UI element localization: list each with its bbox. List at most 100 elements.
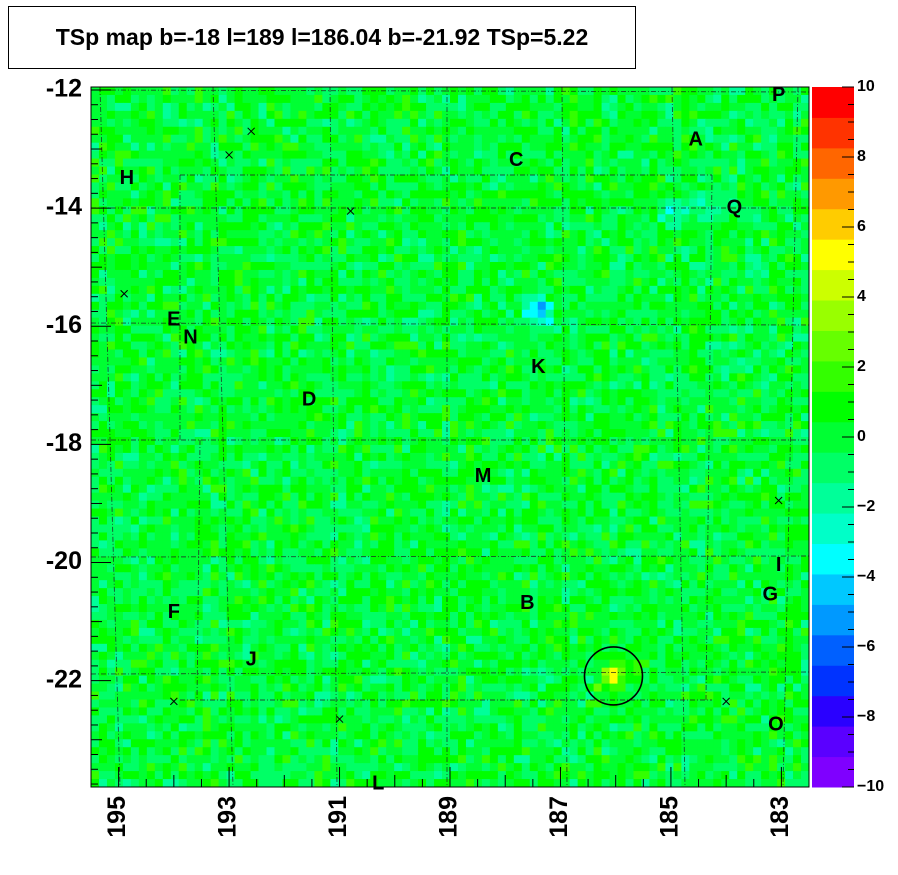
heatmap-cell xyxy=(178,190,188,199)
heatmap-cell xyxy=(465,460,475,470)
heatmap-cell xyxy=(106,492,116,502)
heatmap-cell xyxy=(625,118,635,128)
heatmap-cell xyxy=(505,381,515,390)
heatmap-cell xyxy=(633,198,643,207)
heatmap-cell xyxy=(410,524,419,534)
heatmap-cell xyxy=(737,182,746,191)
heatmap-cell xyxy=(418,405,427,414)
heatmap-cell xyxy=(410,492,419,502)
heatmap-cell xyxy=(218,87,228,96)
heatmap-cell xyxy=(210,198,220,207)
heatmap-cell xyxy=(745,174,754,184)
heatmap-cell xyxy=(513,397,523,406)
heatmap-cell xyxy=(290,309,300,319)
heatmap-cell xyxy=(402,508,411,518)
heatmap-cell xyxy=(130,174,140,184)
heatmap-cell xyxy=(729,166,738,176)
heatmap-cell xyxy=(146,142,156,152)
heatmap-cell xyxy=(569,246,579,255)
heatmap-cell xyxy=(513,190,523,199)
heatmap-cell xyxy=(266,460,276,470)
heatmap-cell xyxy=(737,429,746,438)
heatmap-cell xyxy=(601,333,611,343)
heatmap-cell xyxy=(745,381,754,390)
heatmap-cell xyxy=(338,254,347,263)
heatmap-cell xyxy=(410,301,419,311)
heatmap-cell xyxy=(362,134,371,144)
heatmap-cell xyxy=(434,397,443,406)
heatmap-cell xyxy=(266,102,276,112)
heatmap-cell xyxy=(729,269,738,279)
heatmap-cell xyxy=(386,301,395,311)
heatmap-cell xyxy=(226,166,236,176)
heatmap-cell xyxy=(170,198,180,207)
heatmap-cell xyxy=(769,341,778,351)
heatmap-cell xyxy=(745,508,754,518)
heatmap-cell xyxy=(593,134,603,144)
heatmap-cell xyxy=(505,508,515,518)
heatmap-cell xyxy=(561,413,571,422)
heatmap-cell xyxy=(242,437,252,446)
heatmap-cell xyxy=(481,102,491,112)
heatmap-cell xyxy=(513,452,523,462)
heatmap-cell xyxy=(673,254,682,263)
heatmap-cell xyxy=(713,126,722,136)
heatmap-cell xyxy=(138,134,148,144)
heatmap-cell xyxy=(721,142,730,152)
heatmap-cell xyxy=(354,524,363,534)
heatmap-cell xyxy=(282,301,292,311)
heatmap-cell xyxy=(673,429,682,438)
heatmap-cell xyxy=(561,357,571,366)
heatmap-cell xyxy=(418,508,427,518)
heatmap-cell xyxy=(649,413,659,422)
heatmap-cell xyxy=(394,484,403,494)
heatmap-cell xyxy=(418,142,427,152)
heatmap-cell xyxy=(561,484,571,494)
heatmap-cell xyxy=(769,357,778,366)
heatmap-cell xyxy=(442,126,451,136)
heatmap-cell xyxy=(649,182,659,191)
heatmap-cell xyxy=(346,126,355,136)
heatmap-cell xyxy=(154,198,164,207)
heatmap-cell xyxy=(138,94,148,104)
heatmap-cell xyxy=(114,230,124,239)
heatmap-cell xyxy=(338,238,347,247)
heatmap-cell xyxy=(314,102,323,112)
heatmap-cell xyxy=(154,142,164,152)
heatmap-cell xyxy=(450,102,459,112)
heatmap-cell xyxy=(649,341,659,351)
heatmap-cell xyxy=(402,405,411,414)
heatmap-cell xyxy=(689,102,698,112)
heatmap-cell xyxy=(178,94,188,104)
heatmap-cell xyxy=(721,182,730,191)
heatmap-cell xyxy=(561,134,571,144)
heatmap-cell xyxy=(673,182,682,191)
heatmap-cell xyxy=(753,142,762,152)
heatmap-cell xyxy=(681,102,690,112)
heatmap-cell xyxy=(282,285,292,295)
heatmap-cell xyxy=(242,500,252,510)
heatmap-cell xyxy=(785,325,794,335)
heatmap-cell xyxy=(473,341,483,351)
heatmap-cell xyxy=(106,437,116,446)
heatmap-cell xyxy=(186,269,196,279)
heatmap-cell xyxy=(354,134,363,144)
heatmap-cell xyxy=(673,484,682,494)
heatmap-cell xyxy=(234,118,244,128)
heatmap-cell xyxy=(242,301,252,311)
heatmap-cell xyxy=(625,373,635,382)
heatmap-cell xyxy=(513,222,523,231)
heatmap-cell xyxy=(569,365,579,374)
heatmap-cell xyxy=(91,349,100,359)
heatmap-cell xyxy=(378,230,387,239)
heatmap-cell xyxy=(713,269,722,279)
heatmap-cell xyxy=(266,413,276,422)
heatmap-cell xyxy=(657,262,666,271)
heatmap-cell xyxy=(585,118,595,128)
heatmap-cell xyxy=(146,405,156,414)
heatmap-cell xyxy=(266,452,276,462)
heatmap-cell xyxy=(689,325,698,335)
heatmap-cell xyxy=(402,174,411,184)
heatmap-cell xyxy=(521,118,531,128)
heatmap-cell xyxy=(282,230,292,239)
